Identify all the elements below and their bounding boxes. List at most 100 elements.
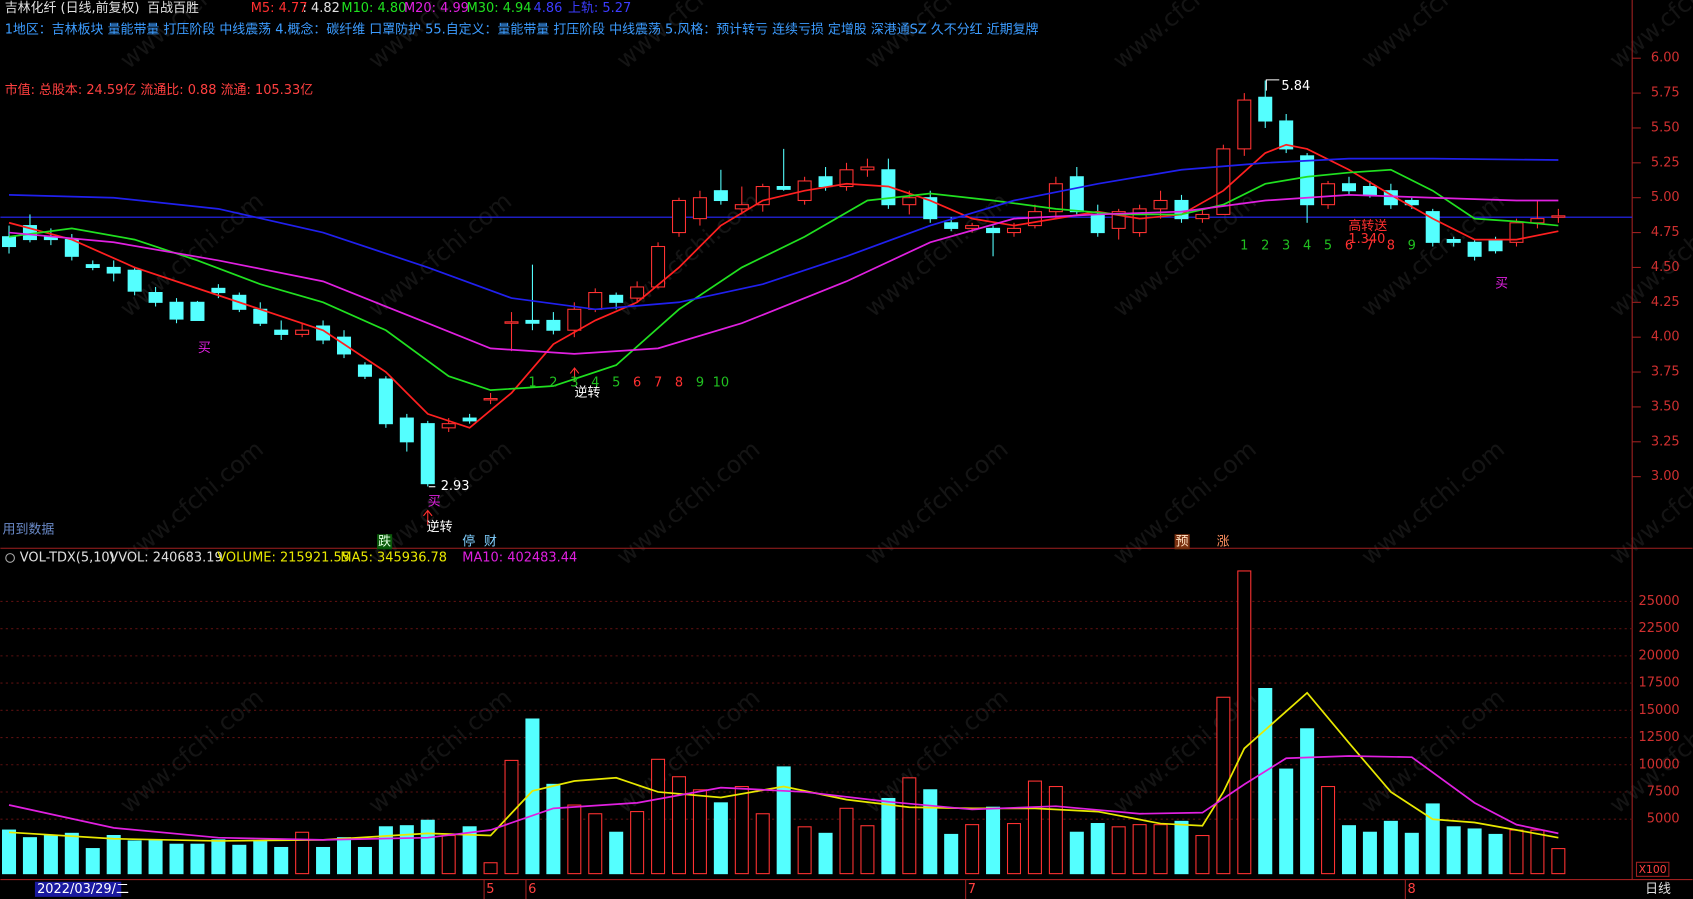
volume-bar [190, 843, 205, 875]
indicator-name: 百战百胜 [147, 1, 199, 16]
hline-label: 4.86 [534, 1, 563, 16]
y-tick-label: 5.25 [1651, 155, 1680, 170]
volume-bar [316, 846, 331, 875]
volume-bar [85, 848, 100, 875]
counter: 3 [570, 376, 578, 391]
y-tick-label: 3.75 [1651, 365, 1680, 380]
candle-body [1069, 176, 1084, 213]
volume-bar [1341, 825, 1357, 875]
cursor-date: 2022/03/29/二 [37, 882, 129, 897]
candle-body [1237, 99, 1252, 150]
counter: 2 [549, 376, 557, 391]
ma-line [8, 143, 1559, 429]
candle-body [85, 264, 100, 268]
candle-body [399, 417, 414, 443]
candle-body [1174, 199, 1189, 220]
volume-bar [818, 832, 833, 875]
volume-bar [546, 783, 561, 875]
volume-bar [22, 837, 37, 875]
x-tick-label: 6 [528, 882, 536, 897]
volume-bar [609, 831, 624, 875]
candle-body [734, 204, 749, 210]
volume-bar [1069, 831, 1084, 875]
y-tick-label: 4.50 [1651, 260, 1680, 275]
candle-body [420, 423, 435, 485]
candle-body [1446, 239, 1461, 243]
candle-body [336, 336, 352, 355]
counter: 8 [675, 376, 683, 391]
candle-body [169, 301, 184, 320]
y-tick-label: 5.50 [1651, 120, 1680, 135]
candle-body [1362, 186, 1377, 196]
ma-label: M5: 4.77 [251, 1, 308, 16]
volume-bar [839, 807, 854, 875]
volume-bar [399, 825, 414, 875]
reversal-signal: 逆转 [427, 519, 453, 535]
candle-body [1090, 213, 1105, 234]
candle-body [630, 286, 645, 299]
date-box [34, 881, 122, 897]
volume-bar [734, 785, 749, 875]
event-marker: 跌 [378, 533, 391, 549]
volume-bar [1362, 831, 1377, 875]
collapse-icon[interactable] [5, 553, 15, 563]
candle-body [818, 176, 833, 188]
volume-label: VOLUME: 215921.55 [217, 550, 350, 565]
candle-body [1509, 222, 1524, 243]
candle-body [483, 398, 498, 401]
candle-body [127, 269, 142, 292]
candle-body [923, 197, 938, 220]
volume-bar [106, 834, 121, 875]
y-tick-label: 3.25 [1651, 434, 1680, 449]
unit-box [1635, 861, 1670, 877]
candle-body [1551, 215, 1566, 218]
market-cap: 市值: 总股本: 24.59亿 流通比: 0.88 流通: 105.33亿 [5, 82, 314, 98]
y-tick-label: 3.50 [1651, 399, 1680, 414]
counter: 7 [654, 376, 662, 391]
ma-label: M10: 4.80 [341, 1, 406, 16]
vvol-label: VVOL: 240683.19 [109, 550, 222, 565]
y-tick-label: 25000 [1639, 594, 1680, 609]
volume-bar [525, 718, 540, 875]
candle-body [378, 378, 393, 425]
volume-bar [881, 797, 896, 875]
volume-bar [923, 789, 938, 875]
high-label: 5.84 [1281, 79, 1310, 94]
volume-bar [1132, 824, 1147, 875]
counter: 4 [1303, 239, 1311, 254]
x-tick-label: 8 [1407, 882, 1415, 897]
candle-body [1467, 241, 1482, 257]
volume-bar [692, 789, 707, 875]
y-tick-label: 5.75 [1651, 86, 1680, 101]
ma-label: M20: 4.99 [404, 1, 469, 16]
arrow [423, 509, 433, 525]
volume-bar [713, 802, 728, 875]
y-tick-label: 15000 [1639, 703, 1680, 718]
candle-body [1006, 227, 1022, 234]
counter: 1 [528, 376, 536, 391]
volume-bar [1488, 833, 1503, 875]
volume-bar [1258, 688, 1273, 875]
event-marker: 涨 [1217, 534, 1230, 549]
candle-body [148, 292, 163, 303]
counter: 5 [612, 376, 620, 391]
y-tick-label: 20000 [1639, 648, 1680, 663]
ma-line [8, 157, 1559, 311]
candle-body [1341, 183, 1357, 192]
candle-body [190, 301, 205, 321]
bonus-label: 高转送 [1348, 218, 1387, 234]
volume-ma-line [8, 691, 1559, 842]
period-label[interactable]: 日线 [1645, 882, 1671, 897]
volume-bar [588, 813, 603, 875]
volume-bar [336, 837, 352, 875]
event-marker: 财 [484, 534, 497, 549]
counter: 1 [1240, 239, 1248, 254]
volume-bar [1237, 570, 1252, 875]
y-tick-label: 5000 [1647, 812, 1680, 827]
volume-bar [965, 824, 980, 875]
volume-bar [1321, 785, 1336, 875]
event-marker: 预 [1176, 534, 1189, 549]
volume-bar [253, 840, 268, 875]
